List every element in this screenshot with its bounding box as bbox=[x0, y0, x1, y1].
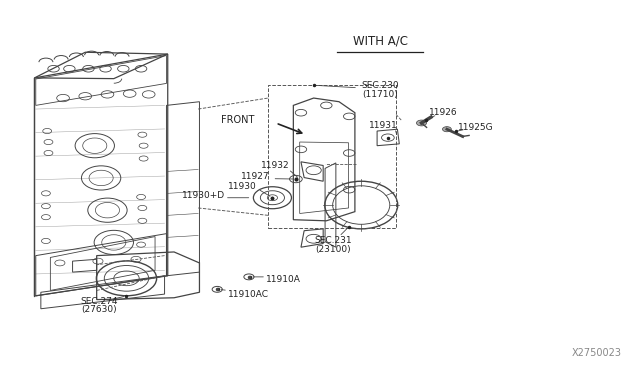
Text: 11930+D: 11930+D bbox=[182, 192, 225, 201]
Text: 11932: 11932 bbox=[261, 161, 290, 170]
Text: 11927: 11927 bbox=[241, 172, 269, 181]
Text: WITH A/C: WITH A/C bbox=[353, 35, 408, 48]
Text: 11910AC: 11910AC bbox=[228, 289, 269, 299]
Text: SEC.231: SEC.231 bbox=[314, 236, 351, 245]
Circle shape bbox=[417, 120, 427, 126]
Text: SEC.230: SEC.230 bbox=[362, 81, 399, 90]
Text: SEC.274: SEC.274 bbox=[81, 297, 118, 306]
Text: (23100): (23100) bbox=[315, 244, 351, 254]
Text: 11930: 11930 bbox=[228, 182, 257, 191]
Text: 11926: 11926 bbox=[429, 108, 458, 117]
Text: 11931: 11931 bbox=[369, 121, 398, 130]
Text: 11910A: 11910A bbox=[266, 275, 301, 283]
Text: (27630): (27630) bbox=[81, 305, 117, 314]
Text: 11925G: 11925G bbox=[458, 123, 493, 132]
Text: X2750023: X2750023 bbox=[572, 348, 621, 358]
Circle shape bbox=[442, 126, 451, 132]
Text: FRONT: FRONT bbox=[221, 115, 254, 125]
Text: (11710): (11710) bbox=[362, 90, 398, 99]
